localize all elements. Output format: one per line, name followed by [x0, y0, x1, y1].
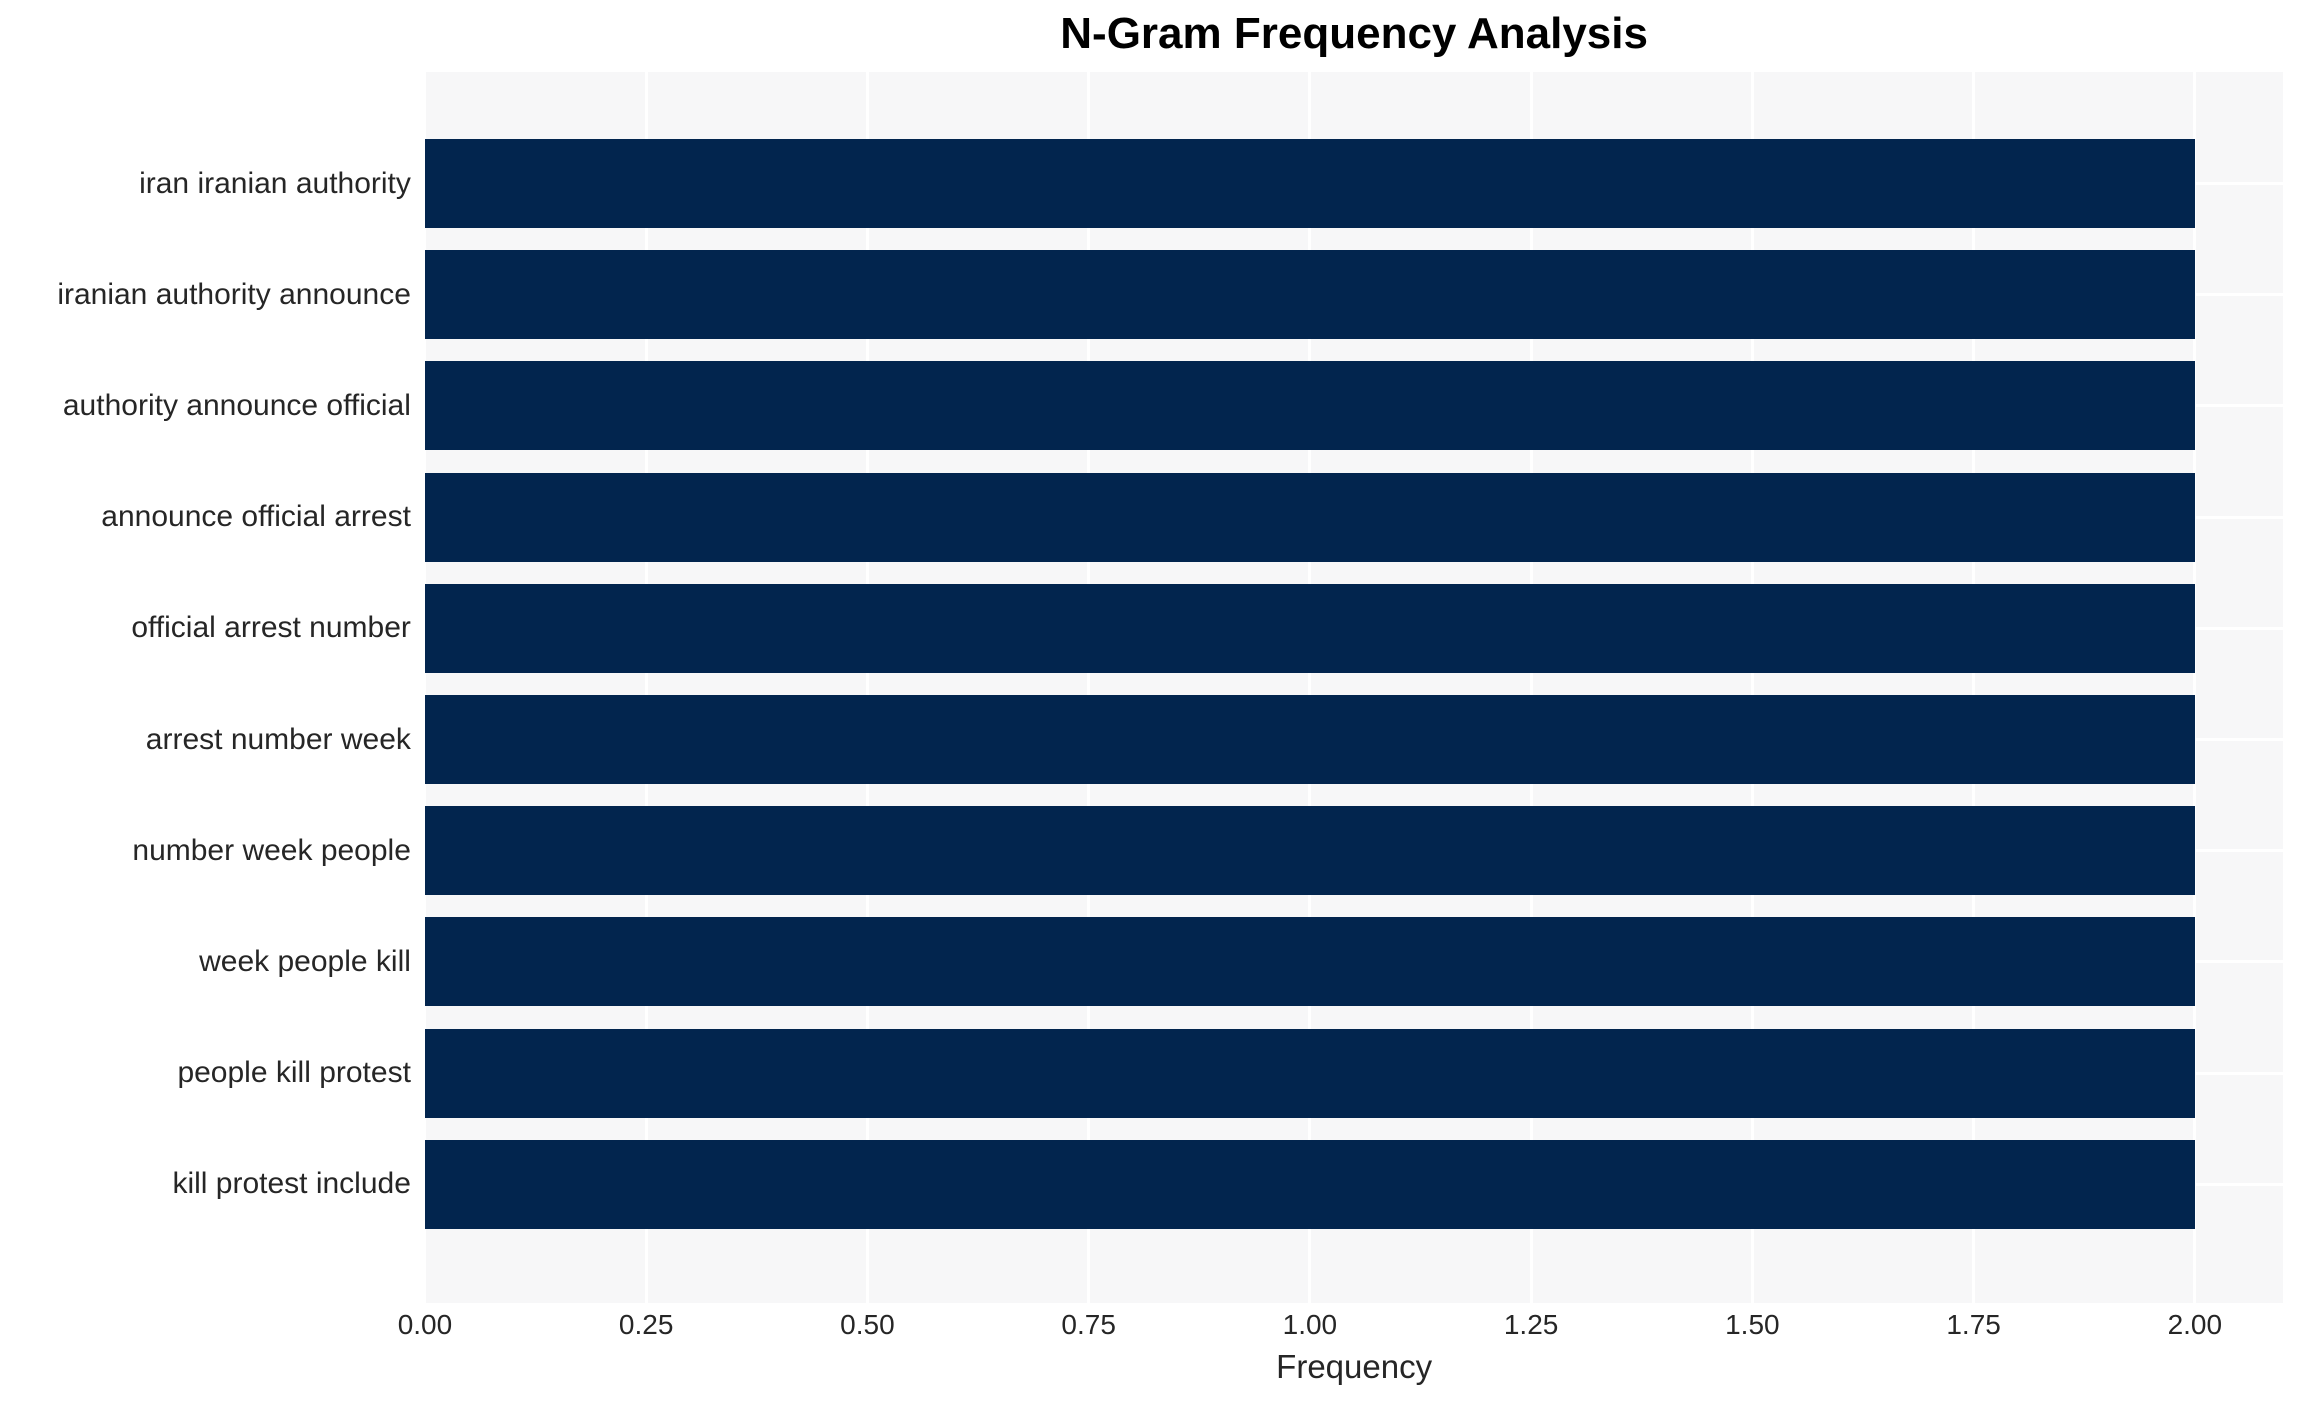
x-tick-label: 1.25	[1503, 1308, 1559, 1340]
y-category-label: official arrest number	[131, 611, 411, 645]
vertical-gridline	[644, 71, 648, 1303]
x-tick-label: 0.50	[840, 1308, 895, 1340]
bar-authority-announce-official	[424, 361, 2195, 451]
y-category-label: iranian authority announce	[57, 277, 411, 311]
y-category-label: arrest number week	[145, 722, 411, 756]
y-category-label: kill protest include	[172, 1167, 411, 1201]
x-axis-title: Frequency	[1276, 1348, 1433, 1386]
y-category-label: announce official arrest	[101, 500, 411, 534]
vertical-gridline	[1972, 71, 1976, 1303]
x-tick-label: 0.75	[1061, 1308, 1116, 1340]
x-tick-label: 1.00	[1282, 1308, 1338, 1340]
bar-announce-official-arrest	[424, 472, 2195, 562]
bar-number-week-people	[424, 806, 2195, 896]
y-category-label: authority announce official	[62, 388, 411, 422]
plot-area	[423, 71, 2284, 1303]
bar-arrest-number-week	[424, 695, 2195, 785]
y-category-label: week people kill	[199, 944, 411, 978]
x-tick-label: 0.00	[397, 1308, 453, 1340]
vertical-gridline	[1087, 71, 1091, 1303]
vertical-gridline	[1308, 71, 1312, 1303]
x-axis-tick-labels: 0.00 0.25 0.50 0.75 1.00 1.25 1.50 1.75 2.00	[398, 1308, 2283, 1345]
x-tick-label: 1.50	[1725, 1308, 1780, 1340]
bar-kill-protest-include	[424, 1139, 2195, 1229]
vertical-gridline	[1529, 71, 1533, 1303]
y-category-label: iran iranian authority	[139, 166, 411, 200]
bar-official-arrest-number	[424, 583, 2195, 673]
bar-iranian-authority-announce	[424, 250, 2195, 340]
bar-people-kill-protest	[424, 1028, 2195, 1118]
vertical-gridline	[2193, 71, 2197, 1303]
bar-iran-iranian-authority	[424, 139, 2195, 229]
y-category-label: number week people	[132, 833, 411, 867]
y-axis-category-labels: iran iranian authority iranian authority …	[0, 72, 411, 1303]
bar-week-people-kill	[424, 917, 2195, 1007]
vertical-gridline	[865, 71, 869, 1303]
chart-title: N-Gram Frequency Analysis	[1060, 9, 1648, 58]
x-tick-label: 1.75	[1946, 1308, 2001, 1340]
vertical-gridline	[1750, 71, 1754, 1303]
y-category-label: people kill protest	[177, 1056, 411, 1090]
x-tick-label: 2.00	[2167, 1308, 2223, 1340]
x-tick-label: 0.25	[618, 1308, 674, 1340]
vertical-gridline	[423, 71, 427, 1303]
